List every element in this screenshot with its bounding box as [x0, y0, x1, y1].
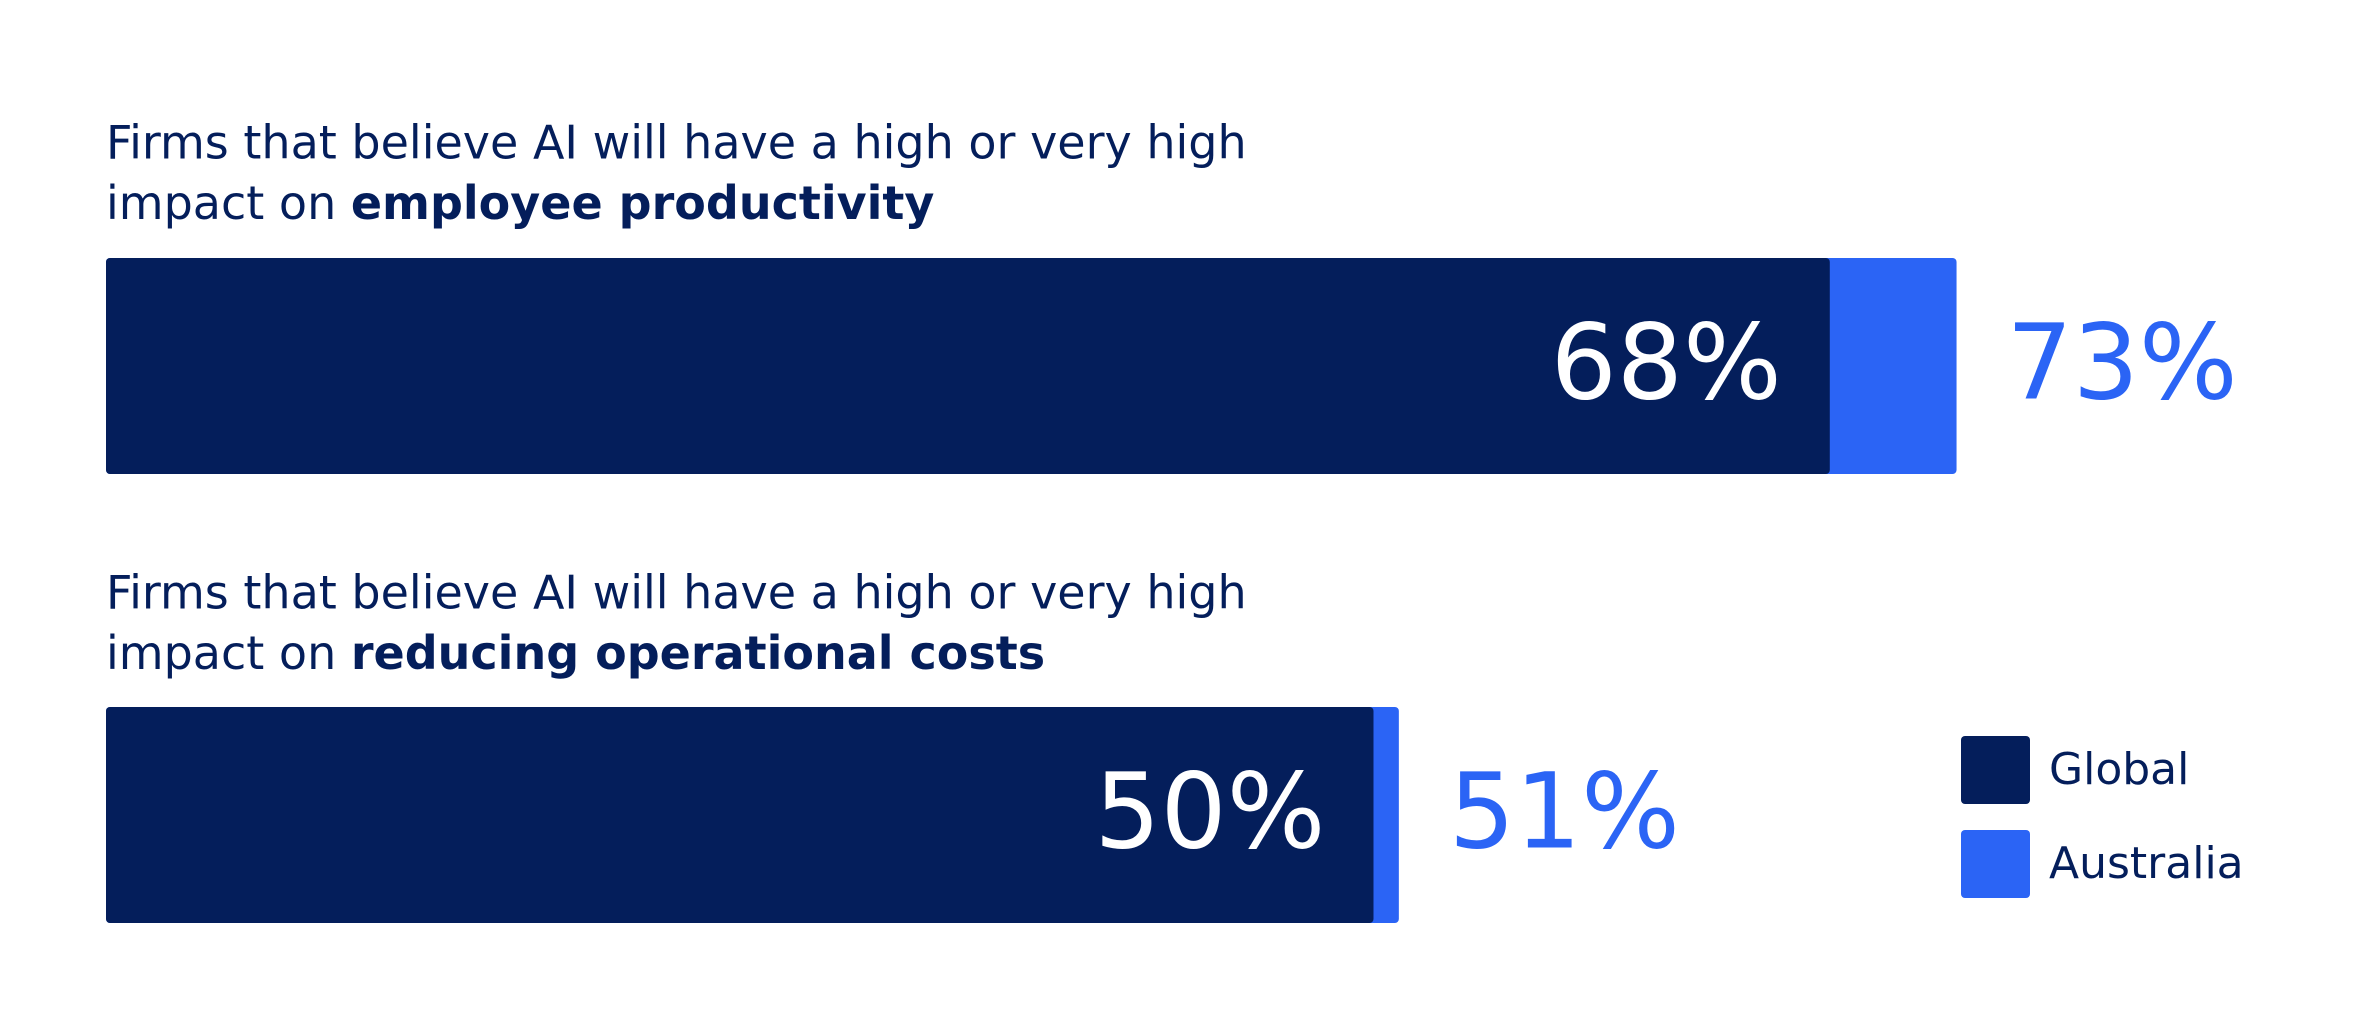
- category-label-line: Firms that believe AI will have a high o…: [106, 116, 1247, 170]
- bar: [106, 258, 1830, 474]
- category-prefix: impact on: [106, 626, 336, 680]
- category-label: reducing operational costs: [351, 626, 1045, 680]
- category-label-line: impact on reducing operational costs: [106, 626, 1045, 680]
- category-label-line: Firms that believe AI will have a high o…: [106, 566, 1247, 620]
- value-label: 68%: [1551, 301, 1782, 423]
- legend-label: Global: [2049, 744, 2189, 795]
- legend-swatch: [1961, 830, 2030, 898]
- legend-swatch: [1961, 736, 2030, 804]
- bar: [106, 707, 1374, 923]
- legend-label: Australia: [2049, 838, 2244, 889]
- value-label: 51%: [1449, 750, 1680, 872]
- value-label: 73%: [2007, 301, 2238, 423]
- category-prefix: impact on: [106, 176, 336, 230]
- category-label-line: impact on employee productivity: [106, 176, 934, 230]
- value-label: 50%: [1094, 750, 1325, 872]
- category-label: employee productivity: [351, 176, 934, 230]
